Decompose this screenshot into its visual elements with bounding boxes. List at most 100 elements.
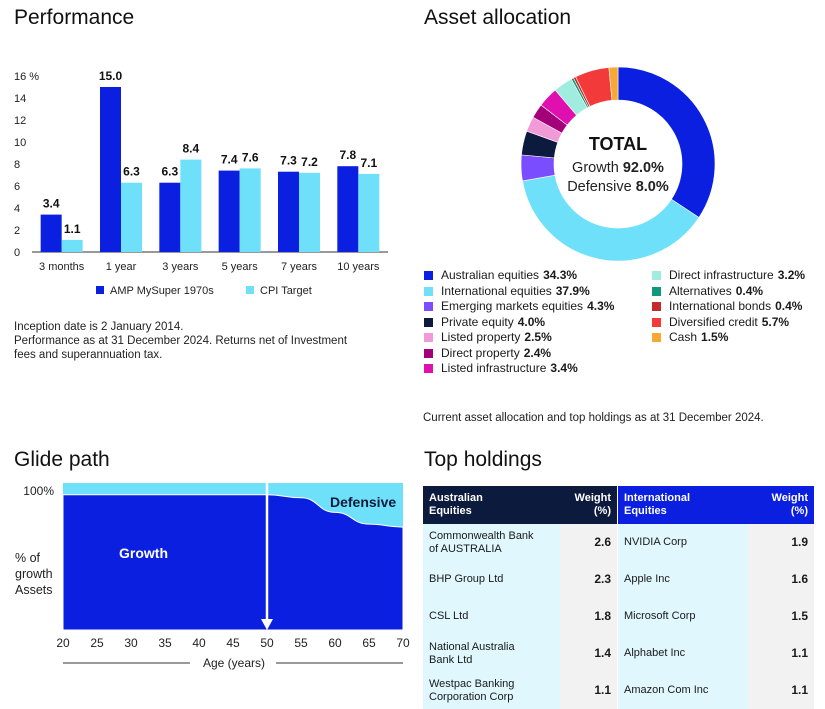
bar-value-label: 6.3 <box>123 165 140 179</box>
legend-value: 0.4% <box>775 299 803 313</box>
holding-weight: 1.1 <box>748 635 814 672</box>
asset-allocation-title: Asset allocation <box>424 6 572 29</box>
table-row: Microsoft Corp 1.5 <box>618 598 814 635</box>
holding-name-line: Corporation Corp <box>429 690 514 703</box>
header-line: International <box>624 492 691 504</box>
table-row: Apple Inc 1.6 <box>618 561 814 598</box>
holding-name-line: BHP Group Ltd <box>429 573 504 585</box>
holding-name: National Australia Bank Ltd <box>423 635 561 672</box>
header-line: Weight <box>771 492 808 504</box>
bar-cpi-target <box>121 182 142 252</box>
legend-swatch <box>652 317 661 327</box>
x-tick-label: 5 years <box>222 261 259 273</box>
bar-value-label: 7.6 <box>242 150 259 164</box>
legend-value: 1.5% <box>701 330 729 344</box>
inception-note: Inception date is 2 January 2014. <box>14 321 184 333</box>
legend-item: Diversified credit 5.7% <box>652 315 805 331</box>
column-header-weight: Weight (%) <box>748 486 814 524</box>
x-tick-label: 40 <box>192 636 206 650</box>
performance-chart: 0 2 4 6 8 10 12 14 16 % 3.4 1.1 3 months 15.0 6.3 1 ye… <box>14 69 388 297</box>
header-line: Equities <box>624 505 667 517</box>
international-equities-table: International Equities Weight (%) NVIDIA Cor… <box>618 486 814 709</box>
holding-name-line: Microsoft Corp <box>624 610 696 622</box>
legend-item: Australian equities 34.3% <box>424 268 614 284</box>
holding-name: NVIDIA Corp <box>618 524 749 561</box>
bar-value-label: 15.0 <box>99 69 123 83</box>
donut-center-title: TOTAL <box>589 134 647 154</box>
holding-name: Alphabet Inc <box>618 635 749 672</box>
bar-value-label: 6.3 <box>161 165 178 179</box>
holding-name-line: Apple Inc <box>624 573 670 585</box>
header-line: (%) <box>593 505 611 517</box>
legend-swatch <box>652 302 661 312</box>
y-axis-label: % of <box>15 551 41 565</box>
australian-equities-table: Australian Equities Weight (%) Commonwealth … <box>423 486 617 709</box>
bar-cpi-target <box>180 159 202 252</box>
donut-defensive-text: Defensive 8.0% <box>567 179 669 195</box>
y-tick-label: 8 <box>14 159 20 171</box>
legend-swatch <box>424 317 433 327</box>
legend-value: 2.5% <box>524 330 552 344</box>
holding-name-line: Westpac Banking <box>429 677 515 690</box>
x-tick-label: 20 <box>56 636 70 650</box>
holding-name: Commonwealth Bank of AUSTRALIA <box>423 524 561 561</box>
growth-label: Growth <box>119 545 168 561</box>
holding-name-line: NVIDIA Corp <box>624 536 687 548</box>
legend-label: Listed property <box>441 330 521 344</box>
holding-name-line: CSL Ltd <box>429 610 469 622</box>
legend-item: Emerging markets equities 4.3% <box>424 299 614 315</box>
table-header-row: Australian Equities Weight (%) <box>423 486 617 524</box>
y-tick-label: 14 <box>14 93 26 105</box>
bar-amp-mysuper-1970s <box>159 182 181 252</box>
bar-amp-mysuper-1970s <box>337 166 359 252</box>
legend-label: Cash <box>669 330 698 344</box>
performance-title: Performance <box>14 6 135 29</box>
table-row: Westpac Banking Corporation Corp 1.1 <box>423 672 617 709</box>
legend-swatch <box>424 302 433 312</box>
asset-allocation-donut: TOTAL Growth 92.0% Defensive 8.0% <box>520 66 716 262</box>
legend-item: Direct infrastructure 3.2% <box>652 268 805 284</box>
donut-slice-cash <box>608 66 619 101</box>
legend-item: International equities 37.9% <box>424 284 614 300</box>
performance-notes: Inception date is 2 January 2014. Perfor… <box>14 320 347 362</box>
legend-swatch <box>424 333 433 343</box>
legend-swatch <box>424 348 433 358</box>
growth-value: 92.0% <box>623 160 664 176</box>
header-line: Equities <box>429 505 472 517</box>
bar-cpi-target <box>358 173 380 252</box>
y-tick-label: 2 <box>14 225 20 237</box>
top-holdings-title: Top holdings <box>424 448 542 471</box>
legend-item: Private equity 4.0% <box>424 315 614 331</box>
glide-path-title: Glide path <box>14 448 110 471</box>
x-tick-label: 60 <box>328 636 342 650</box>
allocation-footnote: Current asset allocation and top holding… <box>423 412 764 424</box>
table-row: Commonwealth Bank of AUSTRALIA 2.6 <box>423 524 617 561</box>
y-axis-label: growth <box>15 567 53 581</box>
legend-value: 3.2% <box>777 268 806 282</box>
legend-label: International bonds <box>669 299 772 313</box>
legend-swatch <box>424 286 433 296</box>
y-tick-label: 10 <box>14 137 26 149</box>
bar-amp-mysuper-1970s <box>278 171 299 252</box>
legend-label: Listed infrastructure <box>441 361 547 375</box>
legend-label: Direct infrastructure <box>669 268 774 282</box>
donut-slice-international-equities <box>522 174 700 262</box>
legend-label: Diversified credit <box>669 314 758 329</box>
x-tick-label: 35 <box>158 636 172 650</box>
legend-item: Listed infrastructure 3.4% <box>424 361 614 377</box>
header-line: (%) <box>790 505 808 517</box>
growth-area <box>62 494 404 631</box>
legend-item: Listed property 2.5% <box>424 330 614 346</box>
holding-name: Amazon Com Inc <box>618 672 749 709</box>
legend-value: 5.7% <box>761 314 790 329</box>
x-tick-label: 65 <box>362 636 376 650</box>
holding-name: BHP Group Ltd <box>423 561 561 598</box>
glide-path-chart: 100% % of growth Assets Growth Defensive 20 25 3… <box>15 478 410 670</box>
holding-name-line: National Australia <box>429 640 515 653</box>
holding-name-line: Commonwealth Bank <box>429 529 534 542</box>
donut-slice-australian-equities <box>617 66 716 218</box>
legend-swatch <box>652 333 661 343</box>
holding-name-line: Bank Ltd <box>429 653 473 666</box>
x-tick-label: 10 years <box>337 261 380 273</box>
x-tick-label: 55 <box>294 636 308 650</box>
